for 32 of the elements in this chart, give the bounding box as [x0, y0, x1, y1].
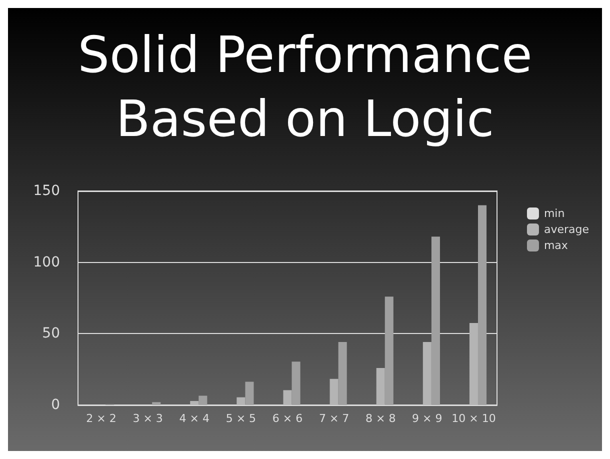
bar — [236, 397, 246, 405]
legend-label: min — [544, 207, 565, 220]
bar — [283, 390, 292, 405]
y-tick-label: 100 — [33, 254, 60, 270]
bar — [422, 342, 432, 405]
bar — [245, 382, 254, 405]
x-tick-label: 9 × 9 — [412, 412, 442, 425]
bar — [292, 362, 300, 405]
legend-label: max — [544, 239, 568, 252]
bar — [152, 402, 161, 405]
chart-title: Solid Performance Based on Logic — [78, 26, 532, 148]
legend-label: average — [544, 223, 590, 236]
bar — [330, 378, 338, 405]
bar — [190, 401, 199, 405]
y-tick-label: 0 — [51, 397, 60, 413]
x-tick-label: 4 × 4 — [179, 412, 210, 425]
bar — [384, 296, 394, 405]
bar — [198, 396, 208, 405]
bar — [376, 368, 385, 405]
x-tick-label: 6 × 6 — [272, 412, 303, 425]
x-tick-label: 3 × 3 — [132, 412, 163, 425]
x-tick-label: 8 × 8 — [366, 412, 396, 425]
bar — [431, 236, 440, 405]
bar — [478, 205, 487, 405]
bar — [338, 342, 347, 405]
x-tick-label: 10 × 10 — [452, 412, 496, 425]
y-tick-label: 50 — [42, 326, 60, 342]
x-tick-label: 2 × 2 — [86, 412, 116, 425]
x-tick-label: 7 × 7 — [318, 412, 350, 425]
bar — [469, 322, 478, 405]
y-tick-label: 150 — [33, 183, 60, 199]
x-tick-label: 5 × 5 — [226, 412, 256, 425]
